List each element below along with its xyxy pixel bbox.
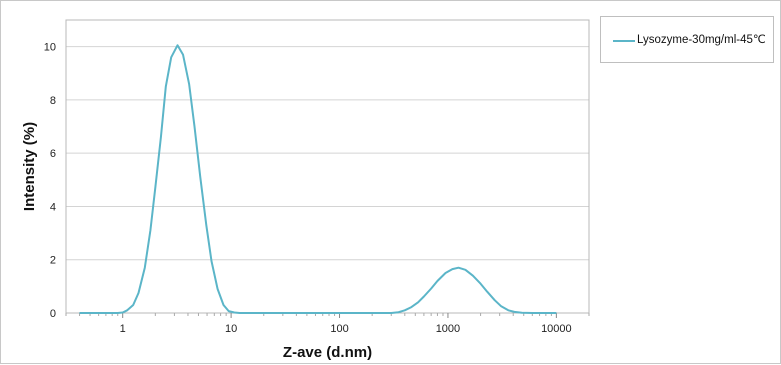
series-line	[79, 44, 557, 314]
y-tick-label: 2	[50, 255, 56, 267]
series-layer	[79, 44, 557, 314]
x-tick-label: 10	[225, 323, 237, 335]
legend-swatch-line	[613, 40, 635, 42]
x-tick-label: 1000	[436, 323, 460, 335]
legend-entry-label: Lysozyme-30mg/ml-45℃	[637, 34, 766, 46]
x-axis-label: Z-ave (d.nm)	[283, 344, 372, 361]
y-axis-label: Intensity (%)	[21, 122, 38, 211]
y-tick-label: 6	[50, 148, 56, 160]
legend: Lysozyme-30mg/ml-45℃	[600, 16, 774, 63]
y-tick-label: 10	[44, 42, 56, 54]
x-axis-ticks: 1 10 100 1000 10000	[65, 313, 590, 335]
y-tick-label: 0	[50, 308, 56, 320]
x-tick-label: 1	[120, 323, 126, 335]
y-axis-ticks: 0 2 4 6 8 10	[44, 42, 56, 320]
y-tick-label: 8	[50, 95, 56, 107]
y-tick-label: 4	[50, 201, 56, 213]
grid-lines	[66, 46, 589, 261]
x-tick-label: 10000	[541, 323, 572, 335]
x-tick-label: 100	[330, 323, 348, 335]
